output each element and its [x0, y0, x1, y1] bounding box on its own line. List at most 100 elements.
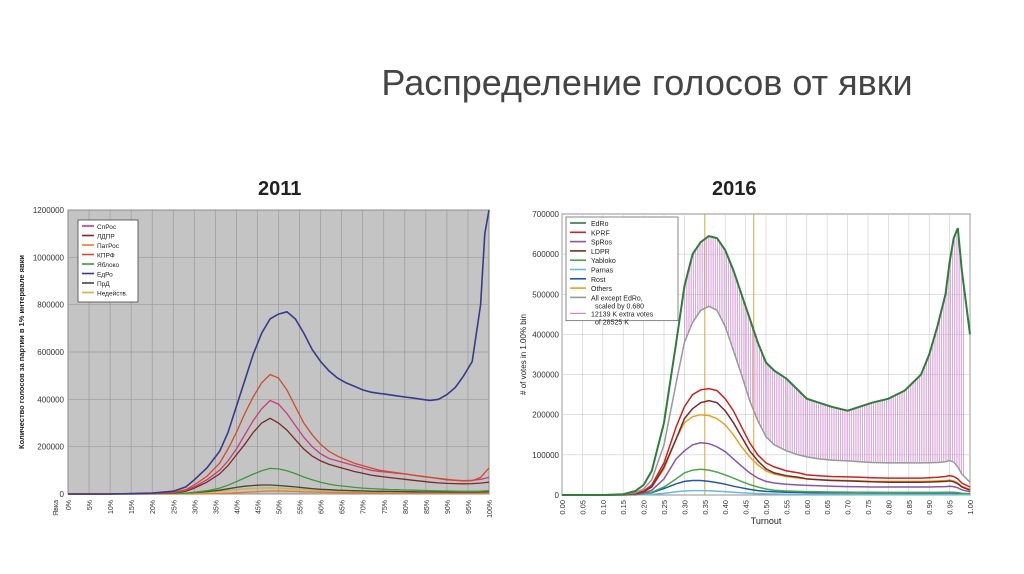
chart-2016: 0.00 0.05 0.10 0.15 0.20 0.25 0.30 0.35 0.40 0.45… — [519, 210, 975, 526]
y-axis-title: Количество голосов за партии в 1% интерв… — [17, 255, 26, 449]
x-tick-label: 80% — [403, 500, 410, 514]
legend-label: СпРос — [97, 224, 117, 231]
x-tick-label: 70% — [361, 500, 368, 514]
y-tick-label: 200000 — [532, 411, 559, 420]
x-axis-title: Явка — [53, 500, 60, 516]
series-line-LDPR — [562, 399, 971, 496]
x-tick-label: 60% — [319, 500, 326, 514]
x-tick-label: 0.15 — [619, 500, 628, 515]
legend-label: EdRo — [591, 221, 609, 228]
x-tick-label: 0.05 — [578, 500, 587, 515]
y-tick-label: 500000 — [532, 290, 559, 299]
x-tick-label: 0.60 — [803, 500, 812, 515]
y-tick-label: 800000 — [37, 301, 64, 310]
x-tick-label: 50% — [277, 500, 284, 514]
y-tick-label: 600000 — [532, 250, 559, 259]
x-tick-label: 0.30 — [680, 500, 689, 515]
x-tick-label: 0.85 — [905, 500, 914, 515]
legend-label: LDPR — [591, 249, 610, 256]
legend-box — [77, 219, 139, 303]
x-tick-label: 25% — [171, 500, 178, 514]
legend-label: Яблоко — [97, 261, 120, 269]
x-tick-label: 100% — [487, 500, 494, 518]
y-axis-title: # of votes in 1.00% bin — [519, 314, 528, 395]
x-tick-label: 1.00 — [966, 500, 975, 515]
x-tick-label: 45% — [255, 500, 262, 514]
x-tick-label: 65% — [340, 500, 347, 514]
y-tick-label: 300000 — [532, 371, 559, 380]
series-line-All except EdRo, scaled by 0.680 — [562, 305, 971, 496]
y-tick-label: 200000 — [37, 443, 64, 452]
x-tick-label: 75% — [382, 500, 389, 514]
legend-label: Недейств. — [97, 290, 128, 298]
x-tick-label: 40% — [234, 500, 241, 514]
series-line-Яблоко — [68, 467, 490, 495]
series-line-EdRo — [562, 227, 971, 496]
x-tick-label: 0.25 — [660, 500, 669, 515]
series-line-ЕдРо — [68, 209, 490, 495]
legend-label: Yabloko — [591, 258, 616, 265]
y-tick-label: 600000 — [37, 348, 64, 357]
legend-label: KPRF — [591, 230, 610, 237]
x-tick-label: 55% — [298, 500, 305, 514]
x-tick-label: 35% — [213, 500, 220, 514]
y-tick-label: 700000 — [532, 210, 559, 219]
x-tick-label: 0.40 — [721, 500, 730, 515]
series-line-ЛДПР — [68, 417, 490, 495]
legend-label: ЕдРо — [97, 272, 113, 279]
y-tick-label: 100000 — [532, 451, 559, 460]
legend-label: КПРФ — [97, 253, 115, 260]
chart-heading-2016: 2016 — [712, 178, 757, 200]
legend-label: Parnas — [591, 268, 614, 275]
x-tick-label: 5% — [87, 500, 94, 510]
x-tick-label: 0.45 — [742, 500, 751, 515]
x-tick-label: 0.20 — [640, 500, 649, 515]
y-tick-label: 0 — [555, 491, 560, 500]
legend-label: ПрД — [97, 281, 110, 288]
x-tick-label: 0.90 — [925, 500, 934, 515]
series-line-Yabloko — [562, 468, 971, 496]
series-line-ПрД — [68, 484, 490, 495]
slide-title: Распределение голосов от явки — [381, 62, 913, 103]
chart-heading-2011: 2011 — [258, 178, 302, 200]
x-tick-label: 0.65 — [823, 500, 832, 515]
x-tick-label: 0.95 — [946, 500, 955, 515]
legend-note-line2: of 28525 K — [595, 319, 629, 326]
y-tick-label: 0 — [60, 490, 65, 499]
legend-label: All except EdRo, — [591, 295, 643, 302]
series-line-ПатРос — [68, 490, 489, 495]
y-tick-label: 400000 — [37, 395, 64, 404]
legend-label: Rost — [591, 277, 605, 284]
legend-label: ЛДПР — [97, 234, 115, 241]
x-tick-label: 0% — [66, 500, 73, 510]
x-tick-label: 0.70 — [844, 500, 853, 515]
x-tick-label: 0.75 — [864, 500, 873, 515]
x-tick-label: 85% — [424, 500, 431, 514]
x-tick-label: 0.50 — [762, 500, 771, 515]
series-line-SpRos — [562, 442, 971, 496]
x-tick-label: 0.80 — [884, 500, 893, 515]
legend-label: Others — [591, 286, 613, 293]
y-tick-label: 1200000 — [33, 206, 65, 215]
x-tick-label: 0.00 — [558, 500, 567, 515]
x-tick-label: 95% — [466, 500, 473, 514]
legend-label-line2: scaled by 0.680 — [595, 303, 644, 310]
x-tick-label: 15% — [129, 500, 136, 514]
x-tick-label: 0.55 — [782, 500, 791, 515]
series-line-КПРФ — [68, 373, 490, 495]
y-tick-label: 400000 — [532, 330, 559, 339]
y-tick-label: 1000000 — [33, 253, 65, 262]
x-tick-label: 0.10 — [599, 500, 608, 515]
x-tick-label: 20% — [150, 500, 157, 514]
legend-note: 12139 K extra votes — [591, 311, 654, 318]
x-tick-label: 90% — [445, 500, 452, 514]
chart-2011: 0% 5% 10% 15% 20% 25% 30% 35% 40% 45% 50% 55% 60% 65%… — [17, 206, 494, 518]
x-tick-label: 10% — [108, 500, 115, 514]
x-tick-label: 0.35 — [701, 500, 710, 515]
x-tick-label: 30% — [192, 500, 199, 514]
legend-label: SpRos — [591, 240, 613, 247]
x-axis-title: Turnout — [751, 516, 782, 526]
series-line-Parnas — [562, 489, 971, 496]
series-line-KPRF — [562, 387, 971, 496]
legend-label: ПатРос — [97, 243, 120, 250]
